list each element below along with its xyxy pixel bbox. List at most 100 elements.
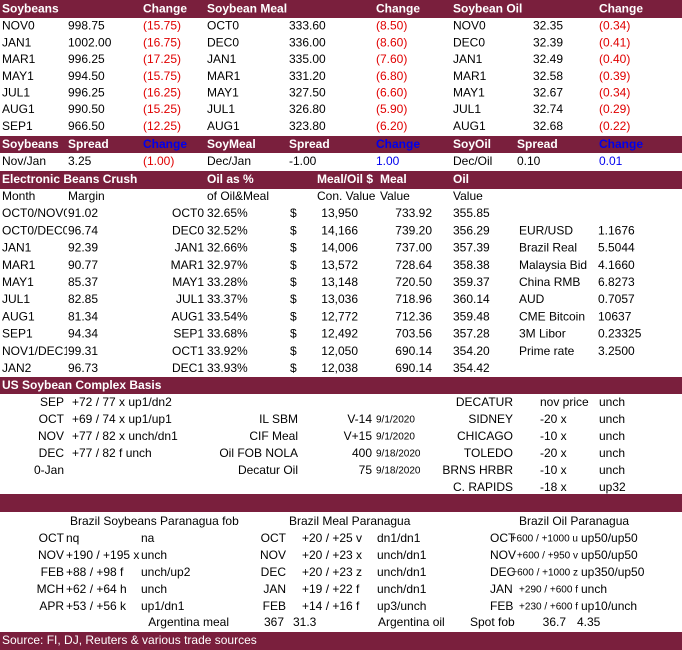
cell: 0.7057 xyxy=(598,292,635,306)
cell: Meal/Oil $ xyxy=(317,172,373,186)
cell: DEC1 xyxy=(172,361,204,375)
cell: 32.39 xyxy=(533,35,563,49)
cell: unch xyxy=(599,446,625,460)
cell: 32.52% xyxy=(207,223,248,237)
header-band xyxy=(0,171,682,189)
cell: unch xyxy=(599,412,625,426)
cell: 32.58 xyxy=(533,69,563,83)
cell: unch xyxy=(599,395,625,409)
cell: +62 / +64 h xyxy=(66,582,127,596)
cell: MAY1 xyxy=(2,275,34,289)
cell: 990.50 xyxy=(68,102,105,116)
cell: 358.38 xyxy=(453,258,490,272)
cell: MAR1 xyxy=(2,258,36,272)
cell: MAR1 xyxy=(207,69,241,83)
cell: +72 / 77 x up1/dn2 xyxy=(72,395,172,409)
cell: Spread xyxy=(289,137,330,151)
cell: 327.50 xyxy=(289,85,326,99)
cell: NOV xyxy=(260,548,286,562)
cell: unch xyxy=(141,582,167,596)
cell: 333.60 xyxy=(289,19,326,33)
cell: AUG1 xyxy=(207,119,240,133)
cell: Brazil Real xyxy=(519,241,577,255)
cell: MCH xyxy=(37,582,64,596)
cell: (16.25) xyxy=(143,85,181,99)
cell: Meal xyxy=(380,172,407,186)
cell: $ xyxy=(290,309,297,323)
cell: Change xyxy=(143,137,187,151)
cell: AUG1 xyxy=(2,309,35,323)
cell: NOV0 xyxy=(2,19,35,33)
cell: OCT0/NOV0 xyxy=(2,206,70,220)
cell: 357.28 xyxy=(453,327,490,341)
cell: 3.2500 xyxy=(598,344,635,358)
cell: JUL1 xyxy=(2,292,30,306)
cell: 99.31 xyxy=(68,344,98,358)
cell: AUD xyxy=(519,292,545,306)
cell: JAN1 xyxy=(2,35,32,49)
cell: 14,166 xyxy=(321,223,358,237)
cell: BRNS HRBR xyxy=(442,463,513,477)
cell: Nov/Jan xyxy=(2,154,46,168)
cell: 13,036 xyxy=(321,292,358,306)
cell: 5.5044 xyxy=(598,241,635,255)
cell: 996.25 xyxy=(68,52,105,66)
cell: FEB xyxy=(490,599,513,613)
cell: Spread xyxy=(68,137,109,151)
cell: 82.85 xyxy=(68,292,98,306)
cell: Brazil Meal Paranagua xyxy=(289,514,411,528)
cell: Con. Value xyxy=(317,189,376,203)
cell: SoyOil xyxy=(453,137,491,151)
cell: nov price xyxy=(540,395,589,409)
cell: +290 / +600 f xyxy=(519,585,578,596)
cell: 6.8273 xyxy=(598,275,635,289)
cell: Value xyxy=(380,189,410,203)
cell: 33.93% xyxy=(207,361,248,375)
cell: V+15 xyxy=(344,429,373,443)
cell: -1.00 xyxy=(289,154,317,168)
cell: 356.29 xyxy=(453,223,490,237)
cell: +600 / +1000 u xyxy=(511,534,578,545)
cell: Prime rate xyxy=(519,344,575,358)
cell: AUG1 xyxy=(171,309,204,323)
cell: 0.10 xyxy=(517,154,541,168)
cell: 96.74 xyxy=(68,223,98,237)
cell: 90.77 xyxy=(68,258,98,272)
cell: (0.39) xyxy=(599,69,630,83)
cell: +20 / +25 v xyxy=(302,531,362,545)
cell: 32.68 xyxy=(533,119,563,133)
cell: TOLEDO xyxy=(464,446,513,460)
cell: 720.50 xyxy=(395,275,432,289)
cell: 335.00 xyxy=(289,52,326,66)
cell: 13,572 xyxy=(321,258,358,272)
cell: CHICAGO xyxy=(457,429,513,443)
cell: JAN1 xyxy=(207,52,237,66)
cell: 12,050 xyxy=(321,344,358,358)
cell: Month xyxy=(2,189,35,203)
cell: (1.00) xyxy=(143,154,174,168)
cell: (15.75) xyxy=(143,69,181,83)
cell: unch xyxy=(141,548,167,562)
cell: SIDNEY xyxy=(468,412,513,426)
cell: EUR/USD xyxy=(519,223,573,237)
cell: SEP1 xyxy=(173,327,204,341)
cell: Change xyxy=(376,137,420,151)
cell: DEC xyxy=(490,565,516,579)
cell: unch/dn1 xyxy=(377,582,427,596)
cell: 33.92% xyxy=(207,344,248,358)
cell: (15.75) xyxy=(143,19,181,33)
cell: 9/18/2020 xyxy=(376,466,421,477)
cell: 718.96 xyxy=(395,292,432,306)
cell: +77 / 82 x unch/dn1 xyxy=(72,429,178,443)
cell: 12,492 xyxy=(321,327,358,341)
cell: C. RAPIDS xyxy=(453,480,513,494)
cell: FEB xyxy=(41,565,64,579)
cell: (6.20) xyxy=(376,119,407,133)
cell: 13,148 xyxy=(321,275,358,289)
cell: 33.37% xyxy=(207,292,248,306)
cell: 9/18/2020 xyxy=(376,449,421,460)
cell: 12,772 xyxy=(321,309,358,323)
cell: 367 xyxy=(264,615,284,629)
